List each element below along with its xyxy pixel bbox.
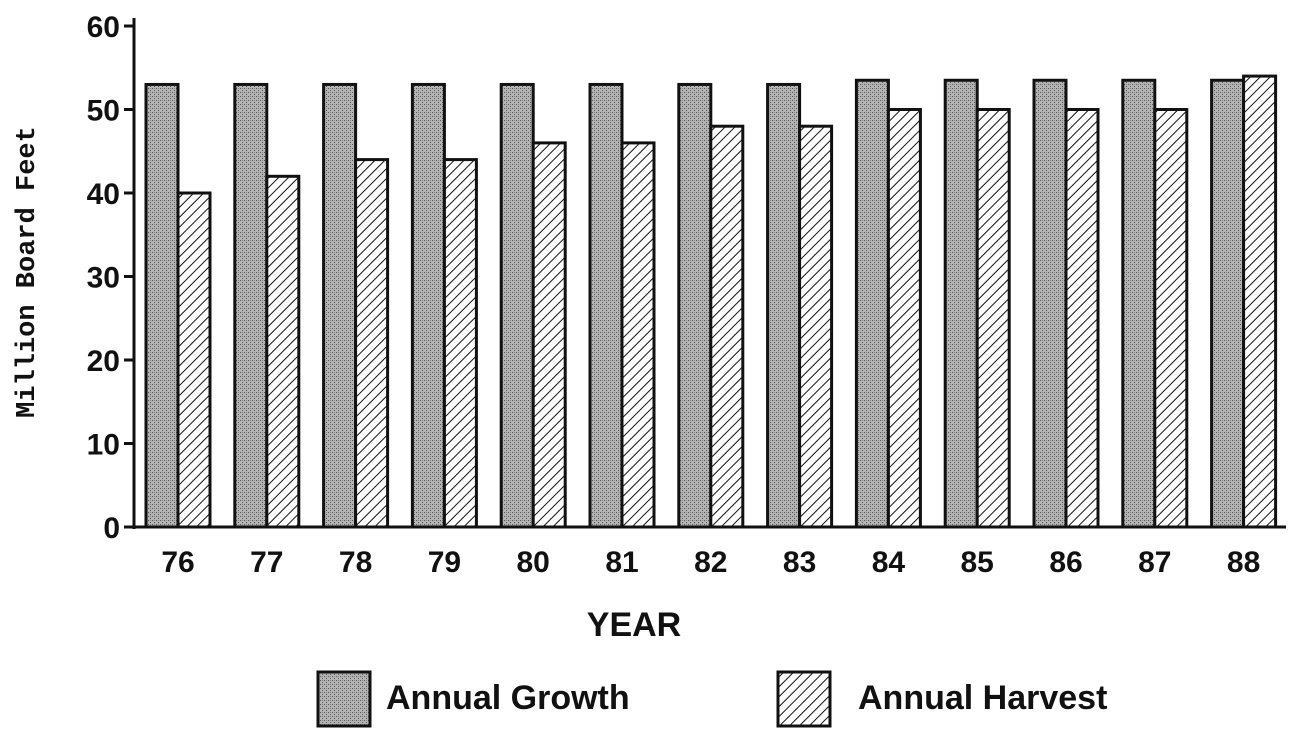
bar-annual-growth-81: [588, 82, 624, 529]
x-tick-label: 85: [961, 546, 994, 579]
bar-annual-growth-87: [1121, 78, 1157, 529]
bar-annual-harvest-78: [354, 158, 390, 529]
bar-annual-harvest-88: [1242, 74, 1278, 529]
x-tick-label: 78: [339, 546, 372, 579]
x-axis-title: YEAR: [587, 606, 681, 644]
bar-annual-harvest-85: [975, 108, 1011, 529]
x-tick-label: 77: [250, 546, 283, 579]
bar-annual-growth-80: [499, 82, 535, 529]
legend-swatch-annual-harvest: [776, 670, 832, 728]
bar-annual-harvest-84: [886, 108, 922, 529]
bar-annual-harvest-83: [798, 124, 834, 529]
bar-annual-growth-88: [1210, 78, 1246, 529]
bar-annual-growth-79: [410, 82, 446, 529]
x-tick-label: 82: [694, 546, 727, 579]
bar-annual-harvest-77: [265, 174, 301, 529]
x-tick-label: 87: [1138, 546, 1171, 579]
bar-annual-growth-86: [1032, 78, 1068, 529]
bar-annual-growth-83: [766, 82, 802, 529]
y-axis-title: Million Board Feet: [13, 126, 43, 418]
bar-annual-harvest-80: [531, 141, 567, 529]
bar-annual-harvest-86: [1064, 108, 1100, 529]
bar-annual-growth-85: [943, 78, 979, 529]
y-tick-label: 20: [87, 345, 120, 378]
bar-annual-harvest-87: [1153, 108, 1189, 529]
ticks-layer: 76 77 78 79 80 81 82 83 84 85 86 87 88 0 10 20 30 40 50 60: [87, 11, 1261, 579]
axes-layer: [124, 18, 1286, 529]
bars-layer: [144, 74, 1278, 529]
legend-label-annual-harvest: Annual Harvest: [858, 679, 1107, 717]
bar-annual-growth-78: [322, 82, 358, 529]
legend-swatch-annual-growth: [316, 670, 372, 728]
x-tick-label: 83: [783, 546, 816, 579]
bar-annual-harvest-79: [442, 158, 478, 529]
bar-annual-harvest-82: [709, 124, 745, 529]
y-tick-label: 10: [87, 429, 120, 462]
bar-annual-harvest-81: [620, 141, 656, 529]
x-tick-label: 79: [428, 546, 461, 579]
x-tick-label: 84: [872, 546, 906, 579]
y-tick-label: 0: [103, 512, 120, 545]
x-tick-label: 86: [1049, 546, 1082, 579]
bar-annual-growth-84: [854, 78, 890, 529]
legend: Annual Growth Annual Harvest: [316, 670, 1107, 728]
bar-annual-harvest-76: [176, 191, 212, 529]
bar-annual-growth-82: [677, 82, 713, 529]
bar-annual-growth-77: [233, 82, 269, 529]
y-tick-label: 50: [87, 95, 120, 128]
y-tick-label: 40: [87, 178, 120, 211]
x-tick-label: 88: [1227, 546, 1260, 579]
legend-label-annual-growth: Annual Growth: [386, 679, 630, 717]
bar-annual-growth-76: [144, 82, 180, 529]
y-tick-label: 60: [87, 11, 120, 44]
x-tick-label: 76: [161, 546, 194, 579]
y-tick-label: 30: [87, 262, 120, 295]
x-tick-label: 81: [605, 546, 638, 579]
x-tick-label: 80: [517, 546, 550, 579]
